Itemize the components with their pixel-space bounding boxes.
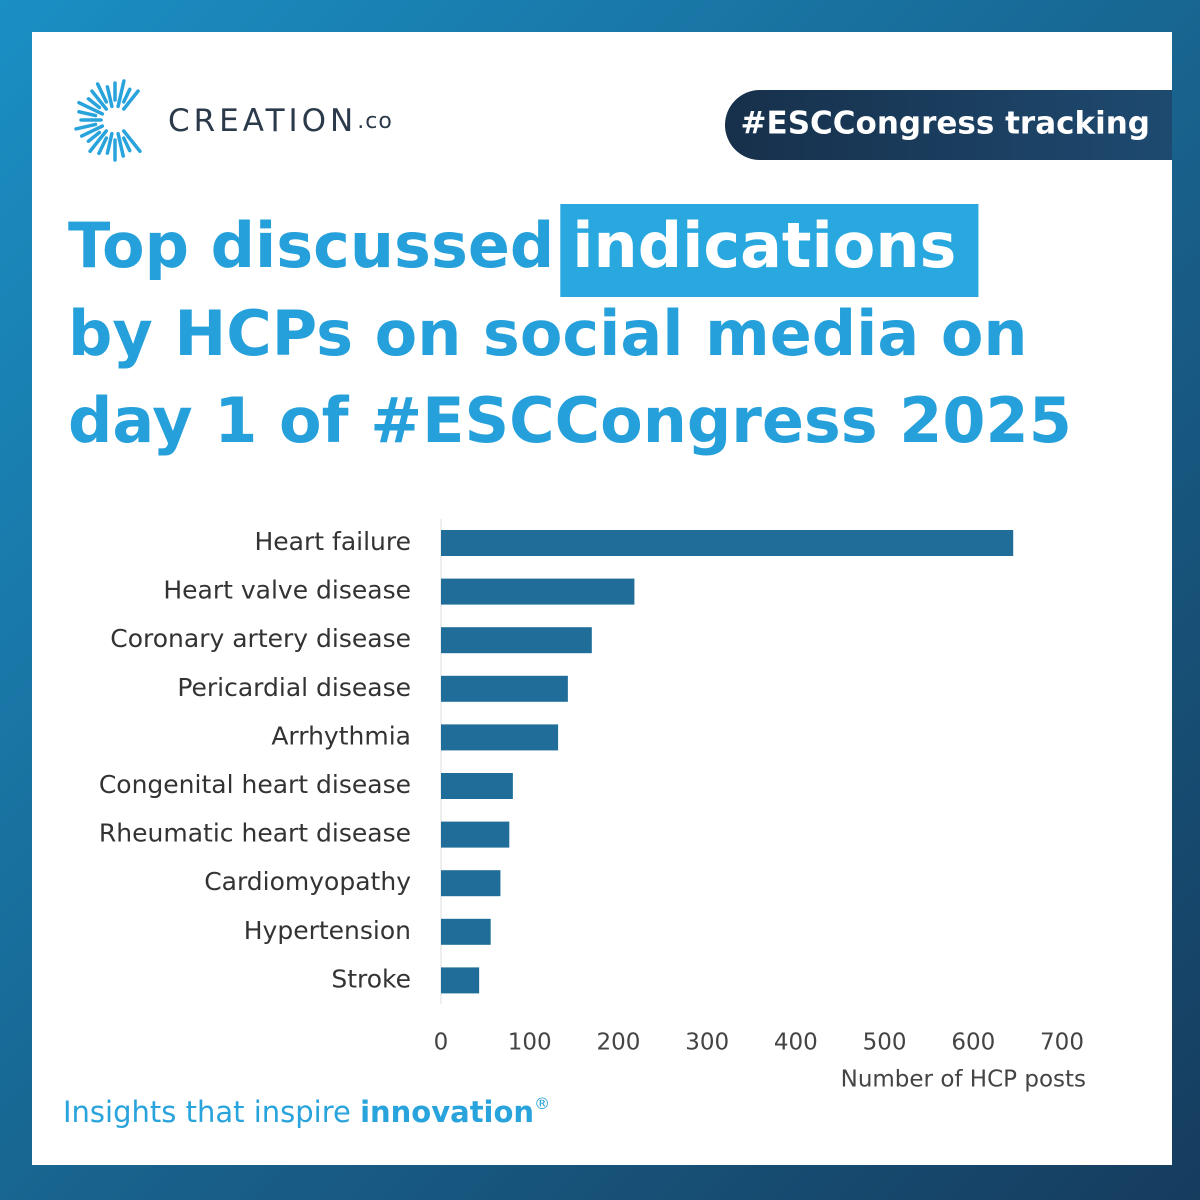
x-axis-label: Number of HCP posts: [841, 1067, 1086, 1093]
brand: CREATION.co: [168, 103, 393, 139]
category-label: Hypertension: [244, 916, 411, 945]
logo-ray: [105, 85, 114, 109]
bar: [441, 918, 491, 945]
logo-ray: [105, 131, 114, 155]
bar: [441, 578, 635, 605]
logo-ray: [121, 136, 132, 153]
logo-ray: [97, 136, 109, 156]
bar: [441, 773, 513, 799]
logo-ray: [74, 122, 98, 131]
logo-ray: [95, 82, 109, 104]
bar: [441, 724, 559, 751]
brand-name: CREATION: [168, 103, 357, 139]
bar: [441, 870, 501, 897]
tagline-emphasis: innovation: [360, 1095, 534, 1129]
bar: [441, 675, 568, 702]
category-label: Heart valve disease: [163, 576, 411, 605]
title-line: by HCPs on social media on: [68, 297, 1028, 370]
category-label: Rheumatic heart disease: [99, 819, 411, 848]
tag: #ESCCongress tracking: [741, 106, 1150, 142]
x-tick-label: 600: [951, 1030, 995, 1056]
x-tick-label: 200: [596, 1030, 640, 1056]
category-label: Coronary artery disease: [110, 624, 411, 653]
tagline-text: Insights that inspire: [63, 1095, 351, 1129]
category-label: Pericardial disease: [177, 673, 411, 702]
bar: [441, 821, 510, 848]
tagline-mark: ®: [534, 1094, 550, 1113]
logo-ray: [88, 129, 109, 154]
logo-ray: [90, 89, 109, 111]
bar: [441, 627, 592, 654]
title-highlight: indications: [572, 209, 956, 282]
x-tick-label: 300: [685, 1030, 729, 1056]
logo-ray: [79, 124, 105, 138]
logo-ray: [116, 131, 125, 158]
category-label: Congenital heart disease: [99, 770, 411, 799]
bar: [441, 530, 1014, 556]
x-tick-label: 500: [863, 1030, 907, 1056]
logo-ray: [121, 129, 142, 154]
logo-ray: [77, 110, 98, 118]
title-line: day 1 of #ESCCongress 2025: [68, 384, 1072, 457]
bar: [441, 967, 480, 994]
logo-icon: [74, 79, 142, 162]
logo-ray: [86, 97, 102, 110]
x-tick-label: 100: [508, 1030, 552, 1056]
x-tick-label: 700: [1040, 1030, 1084, 1056]
tagline: Insights that inspire innovation®: [63, 1094, 550, 1130]
logo-ray: [121, 87, 132, 104]
title-start: Top discussed: [68, 209, 554, 282]
chart: 0 100 200 300 400 500 600 700 Number of HCP post…: [99, 519, 1086, 1093]
x-tick-label: 400: [774, 1030, 818, 1056]
logo-ray: [121, 89, 140, 111]
logo-ray: [86, 130, 102, 143]
logo-ray: [77, 100, 105, 116]
logo-ray: [116, 79, 126, 109]
brand-suffix: .co: [357, 109, 393, 134]
category-label: Arrhythmia: [271, 721, 411, 750]
x-tick-label: 0: [434, 1030, 449, 1056]
category-label: Heart failure: [255, 527, 412, 556]
category-label: Stroke: [331, 964, 411, 993]
tag-pill: [725, 90, 1172, 160]
category-label: Cardiomyopathy: [204, 867, 411, 896]
title: Top discussed indications by HCPs on socia…: [68, 204, 1072, 457]
title-highlight-box: [560, 204, 979, 297]
